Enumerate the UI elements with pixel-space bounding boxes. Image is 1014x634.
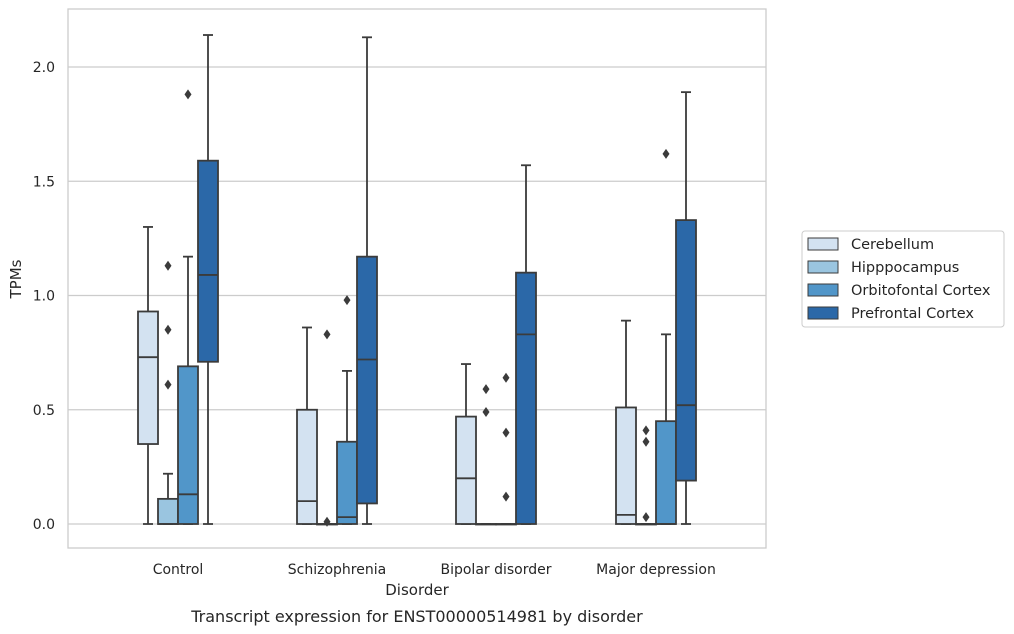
y-tick-label: 2.0	[33, 60, 55, 76]
outlier-point	[164, 260, 172, 271]
x-tick-label: Control	[153, 562, 204, 578]
legend-label: Cerebellum	[851, 237, 934, 253]
box-body	[336, 440, 358, 525]
x-tick-label: Bipolar disorder	[440, 562, 551, 578]
outlier-point	[662, 148, 670, 159]
box-body	[615, 406, 637, 525]
legend: Cerebellum Hipppocampus Orbitofontal Corte…	[801, 230, 1005, 328]
outlier-point	[164, 379, 172, 390]
y-tick-label: 1.5	[33, 174, 55, 190]
box-body	[655, 420, 677, 525]
box-body	[455, 415, 477, 525]
outlier-point	[502, 491, 510, 502]
box-major-depression-cerebellum	[615, 319, 637, 525]
legend-swatch	[807, 283, 839, 297]
box-body	[157, 497, 179, 525]
box-body	[356, 255, 378, 505]
y-tick-label: 0.0	[33, 517, 55, 533]
box-schizophrenia-prefrontal-cortex	[356, 36, 378, 525]
legend-label: Prefrontal Cortex	[851, 306, 974, 322]
y-axis-ticks: 0.0 0.5 1.0 1.5 2.0	[33, 60, 55, 533]
legend-swatch	[807, 260, 839, 274]
box-plot-groups	[137, 34, 697, 527]
outlier-point	[164, 324, 172, 335]
box-control-prefrontal-cortex	[197, 34, 219, 525]
x-tick-label: Major depression	[596, 562, 716, 578]
box-schizophrenia-cerebellum	[296, 326, 318, 525]
outlier-point	[482, 407, 490, 418]
box-schizophrenia-hipppocampus	[316, 329, 338, 527]
box-major-depression-hipppocampus	[635, 425, 657, 526]
outlier-point	[502, 427, 510, 438]
outlier-point	[323, 516, 331, 527]
box-bipolar-disorder-cerebellum	[455, 363, 477, 525]
y-tick-label: 1.0	[33, 289, 55, 305]
box-control-orbitofontal-cortex	[177, 89, 199, 525]
legend-label: Hipppocampus	[851, 260, 959, 276]
outlier-point	[482, 384, 490, 395]
legend-swatch	[807, 237, 839, 251]
box-bipolar-disorder-hipppocampus	[475, 384, 497, 526]
x-axis-label: Disorder	[385, 581, 449, 599]
box-bipolar-disorder-orbitofontal-cortex	[495, 372, 517, 526]
box-schizophrenia-orbitofontal-cortex	[336, 295, 358, 525]
outlier-point	[642, 425, 650, 436]
legend-frame	[801, 230, 1005, 328]
chart-caption: Transcript expression for ENST0000051498…	[190, 607, 643, 626]
box-control-hipppocampus	[157, 260, 179, 525]
legend-label: Orbitofontal Cortex	[851, 283, 991, 299]
outlier-point	[642, 512, 650, 523]
box-major-depression-orbitofontal-cortex	[655, 148, 677, 525]
box-body	[515, 271, 537, 525]
plot-frame	[67, 8, 767, 549]
box-body	[675, 219, 697, 482]
y-tick-label: 0.5	[33, 403, 55, 419]
outlier-point	[502, 372, 510, 383]
outlier-point	[642, 436, 650, 447]
legend-swatch	[807, 306, 839, 320]
outlier-point	[343, 295, 351, 306]
outlier-point	[323, 329, 331, 340]
box-body	[177, 365, 199, 525]
y-axis-label: TPMs	[7, 259, 25, 299]
outlier-point	[184, 89, 192, 100]
box-major-depression-prefrontal-cortex	[675, 91, 697, 525]
box-body	[137, 310, 159, 445]
box-control-cerebellum	[137, 226, 159, 525]
box-body	[296, 408, 318, 525]
box-bipolar-disorder-prefrontal-cortex	[515, 164, 537, 525]
x-tick-label: Schizophrenia	[288, 562, 386, 578]
box-body	[197, 159, 219, 363]
x-axis-ticks: Control Schizophrenia Bipolar disorder Majo…	[153, 562, 716, 578]
